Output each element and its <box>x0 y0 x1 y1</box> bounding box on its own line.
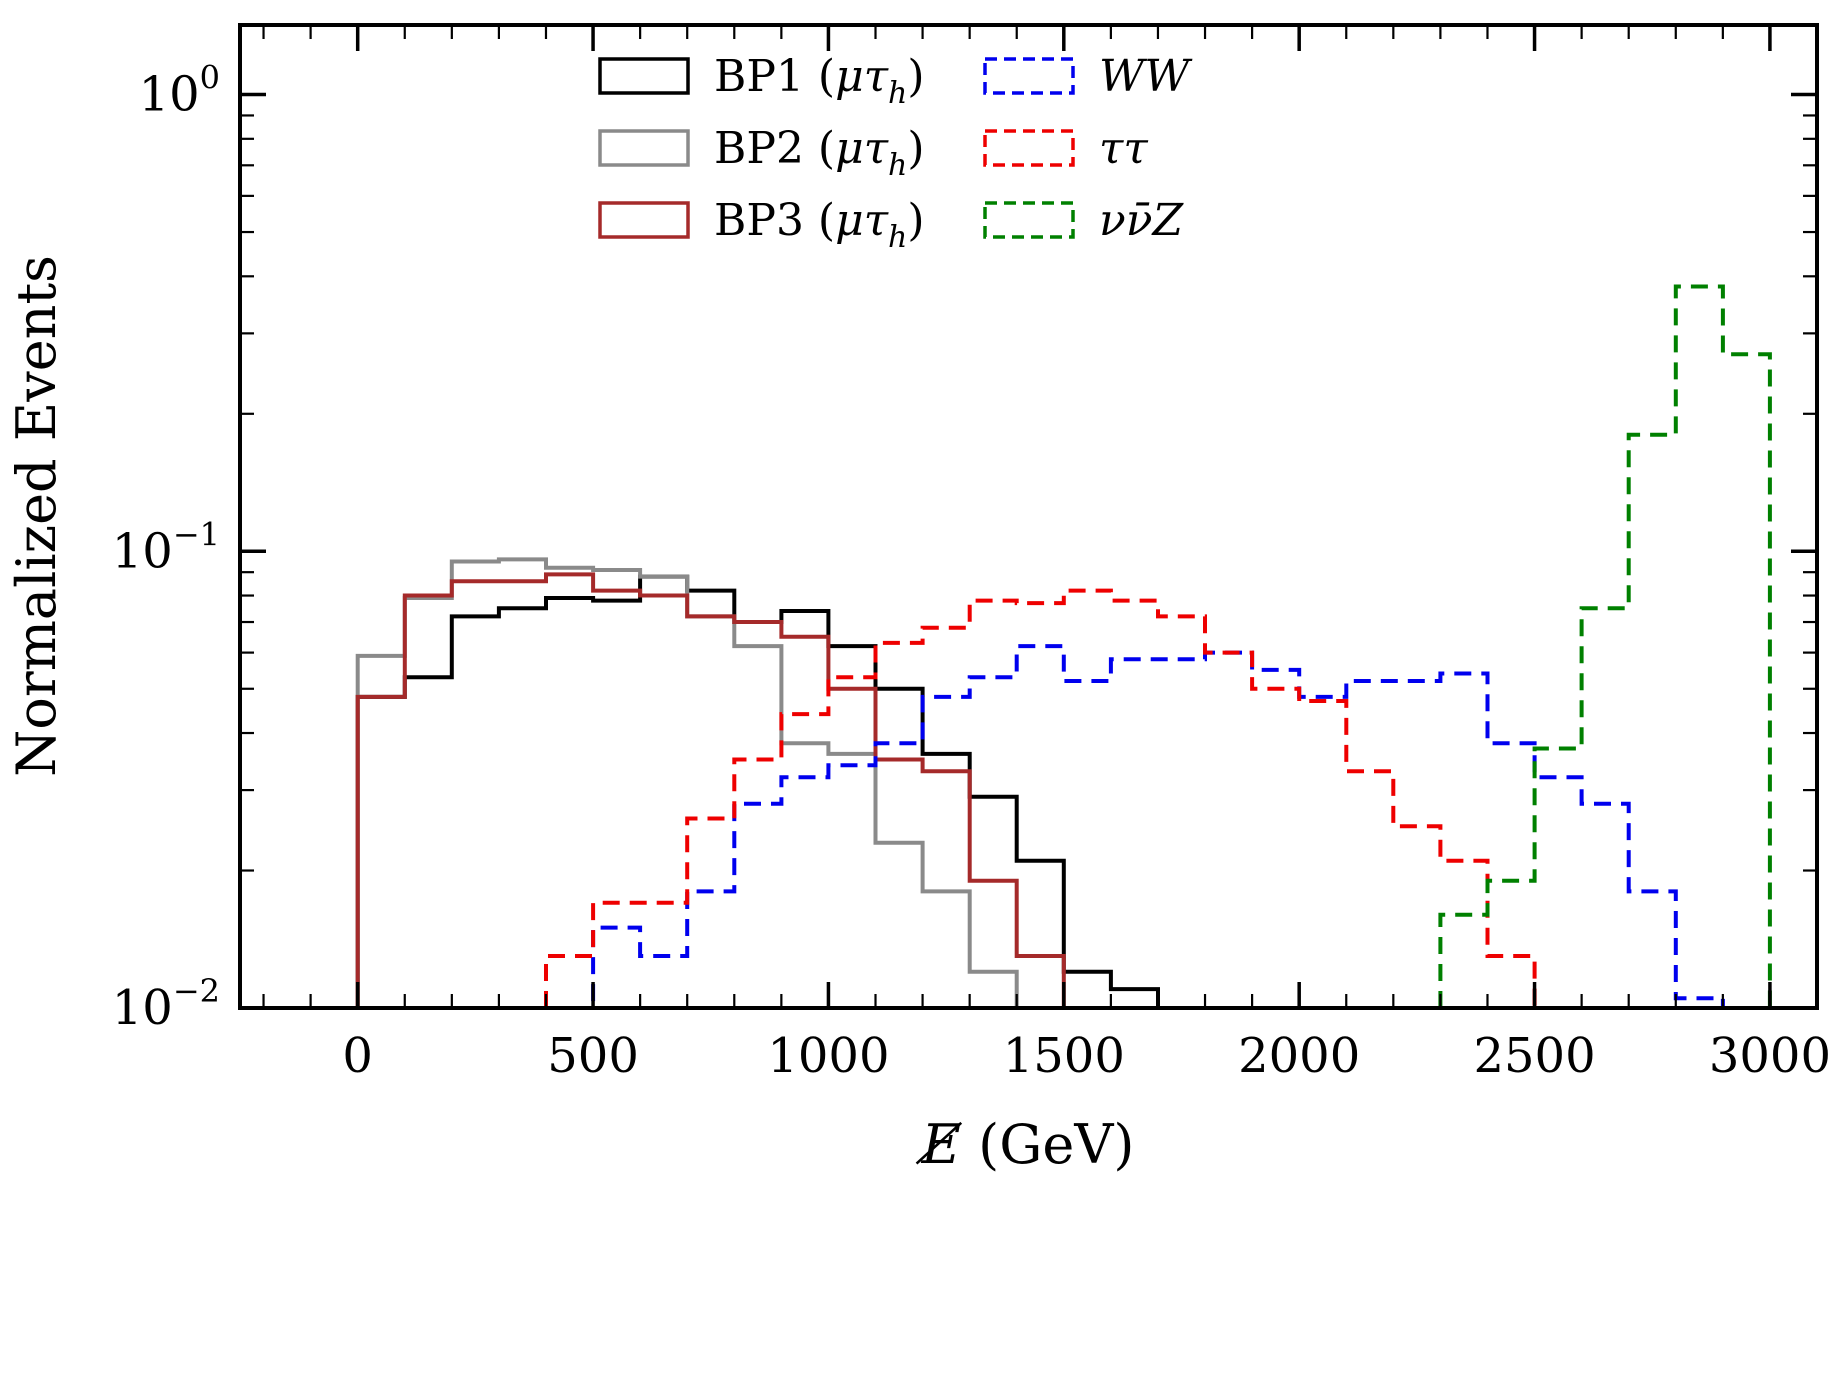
legend-swatch-WW <box>983 57 1075 95</box>
x-tick-label: 2500 <box>1473 1028 1595 1084</box>
x-tick-label: 3000 <box>1709 1028 1831 1084</box>
legend-item-tautau: ττ <box>983 123 1148 174</box>
x-tick-label: 2000 <box>1238 1028 1360 1084</box>
x-tick-label: 1000 <box>767 1028 889 1084</box>
legend-label-tautau: ττ <box>1099 123 1148 174</box>
legend-label-BP1: BP1 (μτh) <box>714 51 925 111</box>
legend-item-BP1: BP1 (μτh) <box>598 51 925 111</box>
legend-label-BP3: BP3 (μτh) <box>714 195 925 255</box>
legend-swatch-BP3 <box>598 201 690 239</box>
y-tick-label: 10−1 <box>112 515 220 579</box>
legend-label-BP2: BP2 (μτh) <box>714 123 925 183</box>
legend-swatch-tautau <box>983 129 1075 167</box>
series-nunuZ-line <box>1438 284 1772 1008</box>
legend-label-nunuZ: νν̄Z <box>1099 195 1184 246</box>
plot-frame <box>238 23 1819 1010</box>
y-tick-label: 10−2 <box>112 972 220 1036</box>
x-axis-label: E̸ (GeV) <box>915 1113 1134 1176</box>
series-BP3-line <box>355 572 1066 1008</box>
legend-item-BP2: BP2 (μτh) <box>598 123 925 183</box>
y-tick-label: 100 <box>139 59 220 123</box>
legend-swatch-BP1 <box>598 57 690 95</box>
legend-swatch-nunuZ <box>983 201 1075 239</box>
series-tautau-line <box>544 588 1582 1008</box>
legend-item-BP3: BP3 (μτh) <box>598 195 925 255</box>
y-tick-labels: 100 10−1 10−2 <box>112 59 220 1036</box>
y-axis-label: Normalized Events <box>5 255 68 777</box>
legend: BP1 (μτh) BP2 (μτh) BP3 (μτh) WW ττ νν̄Z <box>598 51 1193 255</box>
x-tick-labels: 0 500 1000 1500 2000 2500 3000 <box>342 1028 1831 1084</box>
series-group <box>355 284 1772 1008</box>
legend-item-WW: WW <box>983 51 1193 102</box>
legend-label-WW: WW <box>1099 51 1193 102</box>
x-tick-label: 0 <box>342 1028 373 1084</box>
x-tick-label: 1500 <box>1003 1028 1125 1084</box>
x-tick-label: 500 <box>547 1028 639 1084</box>
legend-swatch-BP2 <box>598 129 690 167</box>
series-WW-line <box>546 644 1725 1008</box>
legend-item-nunuZ: νν̄Z <box>983 195 1184 246</box>
